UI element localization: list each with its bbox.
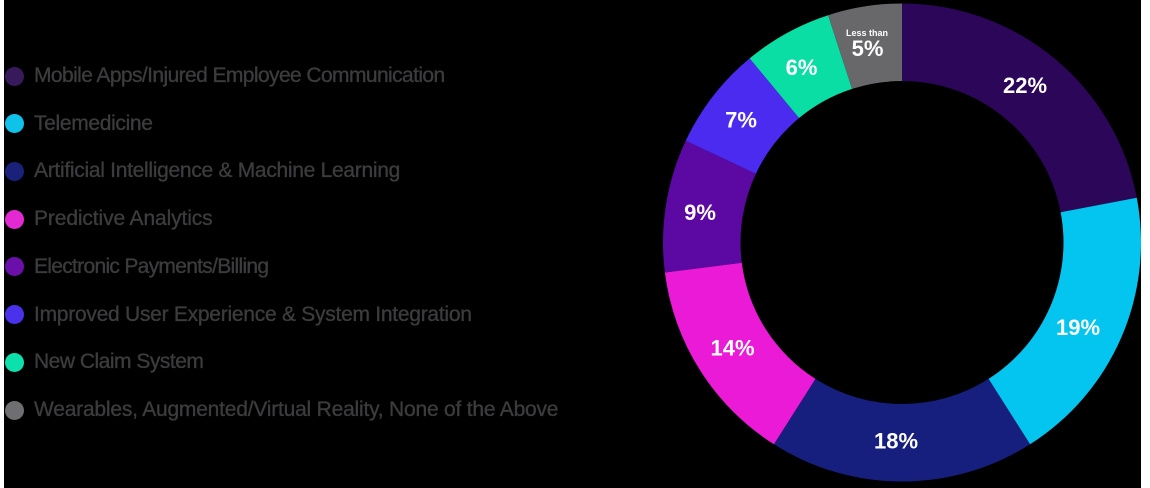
svg-text:22%: 22%	[1003, 73, 1047, 98]
svg-text:19%: 19%	[1056, 315, 1100, 340]
svg-text:5%: 5%	[852, 36, 884, 61]
svg-text:18%: 18%	[874, 429, 918, 454]
svg-text:Less than: Less than	[846, 28, 888, 38]
svg-text:9%: 9%	[684, 200, 716, 225]
svg-text:6%: 6%	[786, 55, 818, 80]
svg-text:7%: 7%	[725, 108, 757, 133]
svg-text:14%: 14%	[710, 336, 754, 361]
